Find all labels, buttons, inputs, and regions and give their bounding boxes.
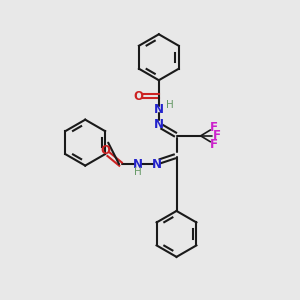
Text: F: F — [213, 129, 221, 142]
Text: F: F — [210, 138, 218, 151]
Text: H: H — [166, 100, 174, 110]
Text: N: N — [154, 103, 164, 116]
Text: N: N — [133, 158, 143, 171]
Text: O: O — [100, 144, 110, 157]
Text: H: H — [134, 167, 142, 177]
Text: O: O — [133, 90, 143, 103]
Text: N: N — [152, 158, 162, 171]
Text: N: N — [154, 118, 164, 130]
Text: F: F — [210, 121, 218, 134]
